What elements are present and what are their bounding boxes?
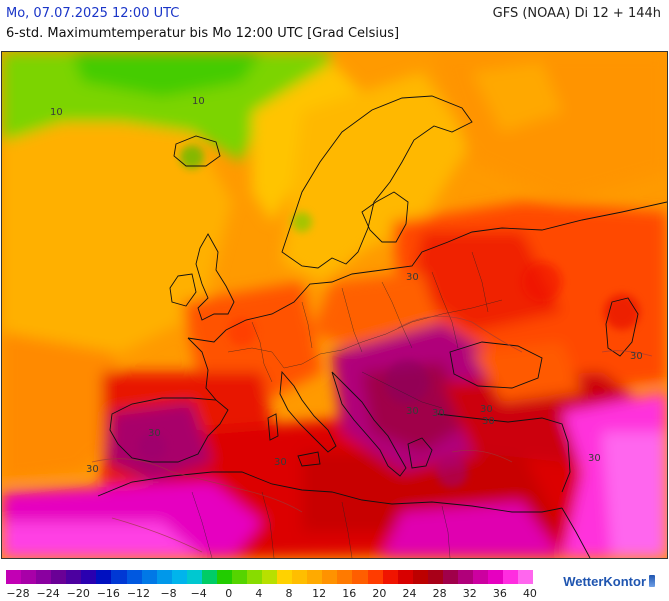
title-date: Mo, 07.07.2025 12:00 UTC bbox=[6, 6, 180, 21]
temperature-field bbox=[2, 52, 667, 558]
legend-swatch bbox=[337, 570, 353, 584]
great-britain-outline bbox=[195, 233, 235, 321]
contour-label: 30 bbox=[480, 404, 493, 415]
legend-tick-label: −24 bbox=[36, 587, 60, 600]
legend-swatch bbox=[216, 570, 232, 584]
legend-swatch bbox=[472, 570, 488, 584]
iberia-outline bbox=[109, 397, 229, 463]
legend-swatch bbox=[442, 570, 458, 584]
contour-label: 30 bbox=[86, 464, 99, 475]
northern-coast bbox=[187, 201, 667, 343]
italy-outline bbox=[279, 370, 337, 453]
legend-swatch bbox=[427, 570, 443, 584]
legend-swatch bbox=[66, 570, 82, 584]
legend-swatch bbox=[488, 570, 504, 584]
legend-swatch bbox=[412, 570, 428, 584]
legend-tick-label: 36 bbox=[492, 587, 507, 600]
legend-swatch bbox=[111, 570, 127, 584]
legend-swatch bbox=[96, 570, 112, 584]
coastlines bbox=[97, 95, 667, 558]
contour-label: 30 bbox=[588, 453, 601, 464]
greece-outline bbox=[407, 437, 433, 469]
legend-swatch bbox=[367, 570, 383, 584]
map-subtitle: 6-std. Maximumtemperatur bis Mo 12:00 UT… bbox=[6, 26, 400, 41]
legend-swatch bbox=[457, 570, 473, 584]
legend-swatch bbox=[81, 570, 97, 584]
legend-swatch bbox=[322, 570, 338, 584]
legend-tick-label: 32 bbox=[462, 587, 477, 600]
temperature-map: 10 10 30 30 30 30 30 30 30 30 30 30 bbox=[1, 51, 668, 559]
legend-tick-label: 12 bbox=[312, 587, 327, 600]
legend-swatch bbox=[186, 570, 202, 584]
legend-tick-label: 16 bbox=[342, 587, 357, 600]
legend-tick-label: 8 bbox=[285, 587, 293, 600]
legend-swatch bbox=[51, 570, 67, 584]
contour-labels: 10 10 30 30 30 30 30 30 30 30 30 30 bbox=[50, 96, 643, 475]
legend-tick-label: −4 bbox=[190, 587, 207, 600]
legend-tick-label: −20 bbox=[66, 587, 90, 600]
legend-tick-label: −16 bbox=[96, 587, 120, 600]
turkey-coast bbox=[437, 413, 571, 493]
ireland-outline bbox=[169, 273, 197, 307]
finland-outline bbox=[361, 191, 409, 243]
legend-tick-label: −12 bbox=[126, 587, 151, 600]
legend-swatch bbox=[201, 570, 217, 584]
north-africa-coast bbox=[97, 471, 563, 513]
legend-color-bar bbox=[6, 570, 534, 584]
legend-tick-label: 20 bbox=[372, 587, 387, 600]
legend-swatch bbox=[141, 570, 157, 584]
iceland-outline bbox=[173, 135, 221, 167]
red-sea-coast bbox=[561, 507, 591, 558]
scandinavia-outline bbox=[281, 95, 473, 269]
legend-swatch bbox=[397, 570, 413, 584]
legend-swatch bbox=[126, 570, 142, 584]
legend-swatch bbox=[307, 570, 323, 584]
temperature-map-svg: 10 10 30 30 30 30 30 30 30 30 30 30 bbox=[2, 52, 667, 558]
sardinia-outline bbox=[267, 413, 279, 441]
legend-swatch bbox=[292, 570, 308, 584]
legend-swatch bbox=[231, 570, 247, 584]
legend-swatch bbox=[156, 570, 172, 584]
legend-tick-label: 4 bbox=[255, 587, 263, 600]
legend-swatch bbox=[382, 570, 398, 584]
legend-tick-label: −8 bbox=[160, 587, 177, 600]
country-borders bbox=[191, 251, 503, 558]
legend-tick-label: 0 bbox=[225, 587, 233, 600]
contour-label: 30 bbox=[630, 351, 643, 362]
contour-label: 30 bbox=[432, 408, 445, 419]
legend-swatch bbox=[171, 570, 187, 584]
france-coast bbox=[187, 337, 217, 401]
legend-swatch bbox=[21, 570, 37, 584]
legend-swatch bbox=[352, 570, 368, 584]
contour-label: 30 bbox=[482, 416, 495, 427]
legend-tick-label: 40 bbox=[522, 587, 537, 600]
legend-swatch bbox=[247, 570, 263, 584]
wetterkontor-logo: WetterKontor bbox=[563, 574, 655, 589]
contour-label: 30 bbox=[406, 406, 419, 417]
legend-tick-labels: −28 −24 −20 −16 −12 −8 −4 0 4 8 12 16 20 24 28 32 36 40 bbox=[6, 587, 546, 601]
contour-label: 30 bbox=[274, 457, 287, 468]
contour-label: 30 bbox=[148, 428, 161, 439]
brand-mark-icon bbox=[649, 575, 655, 587]
legend-swatch bbox=[262, 570, 278, 584]
legend-tick-label: 24 bbox=[402, 587, 417, 600]
contour-label: 30 bbox=[406, 272, 419, 283]
isotherms bbox=[91, 315, 653, 553]
legend-swatch bbox=[503, 570, 519, 584]
contour-label: 10 bbox=[50, 107, 63, 118]
legend-swatch bbox=[518, 570, 534, 584]
black-sea-outline bbox=[449, 341, 543, 389]
caspian-outline bbox=[605, 297, 639, 357]
model-run-label: GFS (NOAA) Di 12 + 144h bbox=[492, 6, 661, 21]
brand-name: WetterKontor bbox=[563, 574, 646, 589]
contour-label: 10 bbox=[192, 96, 205, 107]
legend-tick-label: −28 bbox=[6, 587, 30, 600]
sicily-outline bbox=[297, 451, 321, 467]
legend-swatch bbox=[6, 570, 22, 584]
legend-swatch bbox=[36, 570, 52, 584]
legend-tick-label: 28 bbox=[432, 587, 447, 600]
legend-swatch bbox=[277, 570, 293, 584]
balkan-coast bbox=[331, 371, 407, 477]
